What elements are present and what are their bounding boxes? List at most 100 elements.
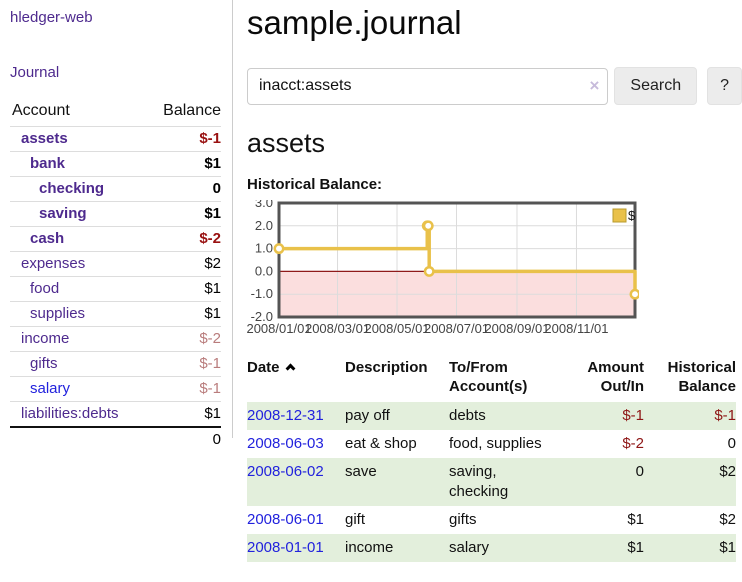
- transaction-accounts: salary: [449, 539, 490, 556]
- svg-text:2008/03/01: 2008/03/01: [305, 321, 370, 336]
- register-row: 2008-06-03 eat & shop food, supplies $-2 0: [247, 430, 736, 458]
- account-row: supplies $1: [10, 301, 221, 327]
- account-link-checking[interactable]: checking: [39, 180, 105, 197]
- account-balance: $-2: [146, 326, 221, 352]
- account-link-food[interactable]: food: [30, 280, 60, 297]
- account-balance: $1: [146, 151, 221, 177]
- search-input[interactable]: [247, 67, 609, 105]
- register-row: 2008-12-31 pay off debts $-1 $-1: [247, 402, 736, 430]
- svg-text:$: $: [628, 208, 636, 223]
- account-row: checking 0: [10, 176, 221, 202]
- transaction-historical-balance: $1: [719, 539, 736, 556]
- svg-text:2008/07/01: 2008/07/01: [424, 321, 489, 336]
- search-form: × Search ?: [247, 67, 742, 105]
- account-link-bank[interactable]: bank: [30, 155, 66, 172]
- account-link-income[interactable]: income: [21, 330, 70, 347]
- transaction-accounts: debts: [449, 407, 486, 424]
- svg-text:-1.0: -1.0: [251, 286, 273, 301]
- svg-text:2008/09/01: 2008/09/01: [484, 321, 549, 336]
- account-row: assets $-1: [10, 126, 221, 152]
- account-balance: $1: [146, 301, 221, 327]
- account-row: salary $-1: [10, 376, 221, 402]
- transaction-date-link[interactable]: 2008-06-03: [247, 435, 324, 452]
- svg-text:1.0: 1.0: [255, 241, 273, 256]
- account-row: saving $1: [10, 201, 221, 227]
- account-balance: $-1: [146, 376, 221, 402]
- accounts-header-balance: Balance: [163, 102, 221, 119]
- account-row: expenses $2: [10, 251, 221, 277]
- transaction-amount: $-1: [622, 407, 644, 424]
- chart-svg: $3.0 2.0 1.0 0.0 -1.0 -2.02008/01/012008/03/0…: [246, 195, 641, 336]
- account-row: income $-2: [10, 326, 221, 352]
- transaction-amount: $-2: [622, 435, 644, 452]
- transaction-description: eat & shop: [345, 435, 417, 452]
- accounts-table: Account Balance assets $-1 bank $1 checking 0…: [10, 98, 221, 452]
- transaction-date-link[interactable]: 2008-12-31: [247, 407, 324, 424]
- sort-ascending-icon: [285, 363, 295, 374]
- account-balance: $-2: [146, 226, 221, 252]
- register-row: 2008-06-02 save saving, checking 0 $2: [247, 458, 736, 506]
- svg-text:-2.0: -2.0: [251, 309, 273, 324]
- page-title: sample.journal: [247, 4, 462, 41]
- accounts-total-row: 0: [10, 426, 221, 452]
- transaction-historical-balance: $2: [719, 511, 736, 528]
- transaction-historical-balance: $-1: [714, 407, 736, 424]
- register-row: 2008-06-01 gift gifts $1 $2: [247, 506, 736, 534]
- account-balance: $-1: [146, 351, 221, 377]
- account-link-expenses[interactable]: expenses: [21, 255, 86, 272]
- transaction-amount: $1: [627, 511, 644, 528]
- sidebar: hledger-web Journal Account Balance asse…: [0, 0, 233, 452]
- transaction-date-link[interactable]: 2008-06-01: [247, 511, 324, 528]
- transaction-accounts: gifts: [449, 511, 477, 528]
- transaction-accounts: food, supplies: [449, 435, 542, 452]
- account-balance: $1: [146, 401, 221, 427]
- transaction-date-link[interactable]: 2008-01-01: [247, 539, 324, 556]
- register-table: Date Description To/From Account(s) Amou…: [247, 356, 736, 562]
- account-link-assets[interactable]: assets: [21, 130, 68, 147]
- account-row: food $1: [10, 276, 221, 302]
- transaction-amount: 0: [635, 463, 644, 480]
- account-link-salary[interactable]: salary: [30, 380, 71, 397]
- search-button[interactable]: Search: [614, 67, 698, 105]
- account-balance: $1: [146, 201, 221, 227]
- register-header-description: Description: [345, 359, 428, 376]
- transaction-accounts: saving, checking: [449, 463, 509, 500]
- transaction-date-link[interactable]: 2008-06-02: [247, 463, 324, 480]
- account-row: cash $-2: [10, 226, 221, 252]
- account-link-gifts[interactable]: gifts: [30, 355, 58, 372]
- account-balance: $2: [146, 251, 221, 277]
- account-balance: $1: [146, 276, 221, 302]
- account-link-supplies[interactable]: supplies: [30, 305, 86, 322]
- account-row: liabilities:debts $1: [10, 401, 221, 427]
- svg-text:3.0: 3.0: [255, 200, 273, 210]
- sidebar-item-journal[interactable]: Journal: [10, 64, 60, 81]
- register-row: 2008-01-01 income salary $1 $1: [247, 534, 736, 562]
- accounts-header-account: Account: [12, 102, 70, 119]
- transaction-description: income: [345, 539, 394, 556]
- register-header-date[interactable]: Date: [247, 356, 345, 402]
- register-header-amount: Amount Out/In: [587, 359, 644, 395]
- transaction-historical-balance: 0: [727, 435, 736, 452]
- svg-text:2008/11/01: 2008/11/01: [544, 321, 608, 336]
- svg-text:2008/05/01: 2008/05/01: [364, 321, 429, 336]
- account-balance: $-1: [146, 126, 221, 152]
- account-link-liabilities-debts[interactable]: liabilities:debts: [21, 405, 119, 422]
- svg-text:2008/01/01: 2008/01/01: [247, 321, 312, 336]
- account-link-saving[interactable]: saving: [39, 205, 87, 222]
- main-content: sample.journal × Search ? assets Histori…: [246, 0, 742, 562]
- account-link-cash[interactable]: cash: [30, 230, 65, 247]
- clear-search-icon[interactable]: ×: [589, 75, 600, 95]
- register-header-historical: Historical Balance: [667, 359, 736, 395]
- chart-label: Historical Balance:: [247, 176, 383, 193]
- account-row: gifts $-1: [10, 351, 221, 377]
- help-button[interactable]: ?: [707, 67, 742, 105]
- account-title: assets: [247, 128, 326, 158]
- transaction-historical-balance: $2: [719, 463, 736, 480]
- brand-link[interactable]: hledger-web: [10, 9, 93, 26]
- svg-text:2.0: 2.0: [255, 218, 273, 233]
- transaction-description: gift: [345, 511, 366, 528]
- account-row: bank $1: [10, 151, 221, 177]
- transaction-amount: $1: [627, 539, 644, 556]
- transaction-description: save: [345, 463, 377, 480]
- transaction-description: pay off: [345, 407, 390, 424]
